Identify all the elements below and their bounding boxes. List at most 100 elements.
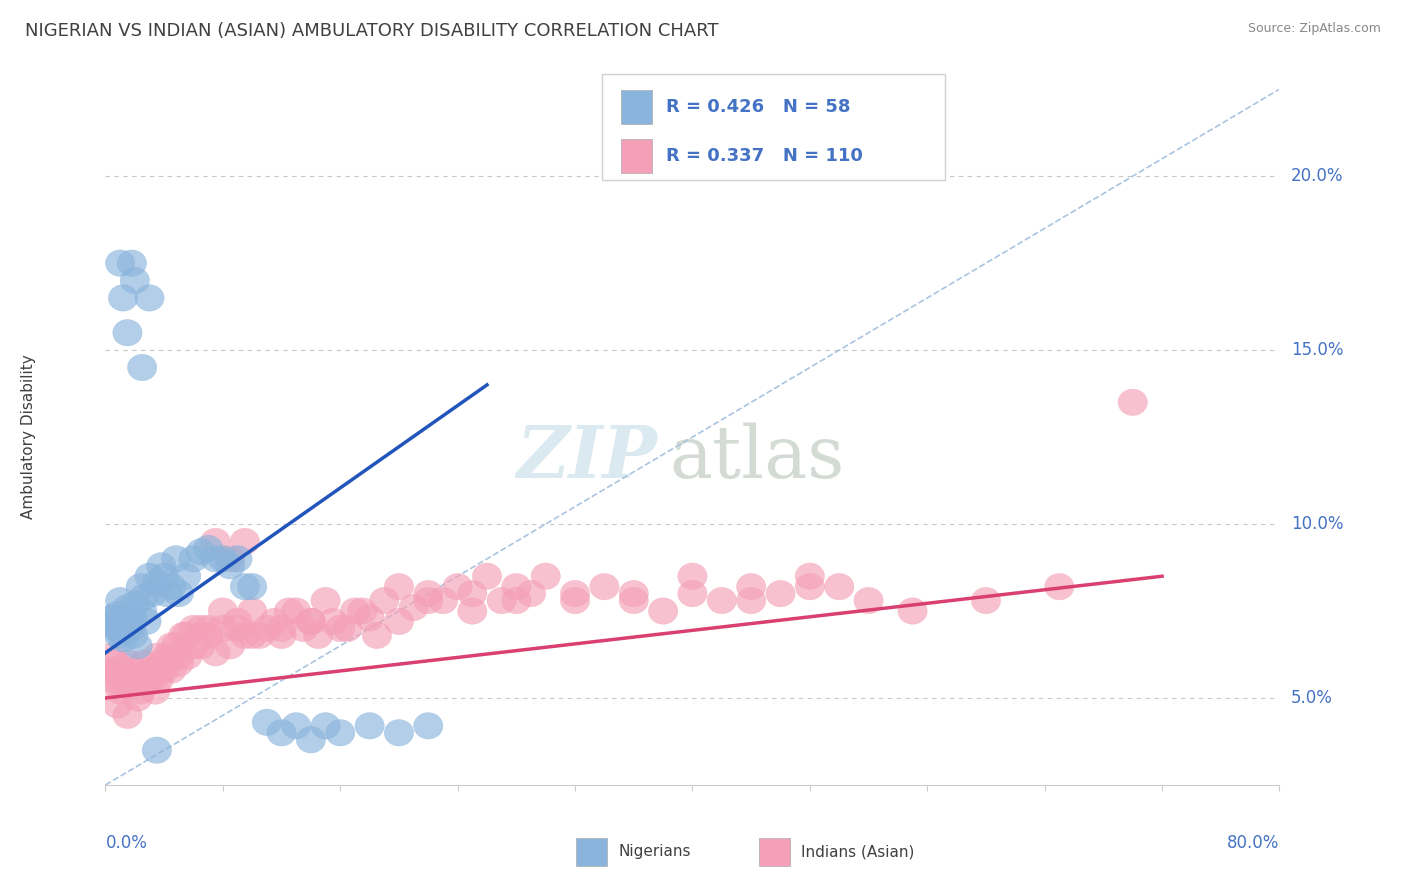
- Text: Nigerians: Nigerians: [619, 845, 692, 859]
- Ellipse shape: [114, 608, 143, 635]
- Ellipse shape: [267, 622, 297, 648]
- Ellipse shape: [162, 546, 191, 572]
- Ellipse shape: [165, 581, 194, 607]
- Ellipse shape: [304, 622, 333, 648]
- Ellipse shape: [281, 598, 311, 624]
- Ellipse shape: [108, 285, 138, 311]
- Ellipse shape: [443, 574, 472, 600]
- Ellipse shape: [413, 713, 443, 739]
- Ellipse shape: [297, 608, 326, 635]
- Ellipse shape: [413, 581, 443, 607]
- Ellipse shape: [111, 605, 141, 632]
- Ellipse shape: [103, 601, 132, 628]
- Ellipse shape: [129, 650, 159, 676]
- Ellipse shape: [208, 615, 238, 641]
- Ellipse shape: [737, 587, 766, 614]
- Ellipse shape: [112, 594, 142, 621]
- Ellipse shape: [201, 640, 231, 666]
- Ellipse shape: [267, 720, 297, 746]
- Ellipse shape: [149, 563, 179, 590]
- Ellipse shape: [186, 539, 215, 566]
- Ellipse shape: [104, 667, 134, 694]
- Ellipse shape: [737, 574, 766, 600]
- Ellipse shape: [707, 587, 737, 614]
- Ellipse shape: [561, 587, 589, 614]
- Text: 80.0%: 80.0%: [1227, 834, 1279, 852]
- Ellipse shape: [169, 622, 198, 648]
- Ellipse shape: [165, 643, 194, 670]
- Ellipse shape: [354, 713, 384, 739]
- Ellipse shape: [486, 587, 516, 614]
- Text: R = 0.337   N = 110: R = 0.337 N = 110: [666, 147, 863, 165]
- Ellipse shape: [111, 667, 141, 694]
- Ellipse shape: [297, 608, 326, 635]
- Ellipse shape: [101, 650, 131, 676]
- Ellipse shape: [972, 587, 1001, 614]
- Ellipse shape: [238, 598, 267, 624]
- Ellipse shape: [138, 581, 167, 607]
- Ellipse shape: [157, 574, 186, 600]
- Ellipse shape: [429, 587, 458, 614]
- Ellipse shape: [215, 552, 245, 579]
- Ellipse shape: [194, 622, 224, 648]
- Text: Source: ZipAtlas.com: Source: ZipAtlas.com: [1247, 22, 1381, 36]
- Ellipse shape: [107, 619, 136, 645]
- Ellipse shape: [135, 667, 165, 694]
- Ellipse shape: [112, 702, 142, 729]
- Ellipse shape: [853, 587, 883, 614]
- Ellipse shape: [124, 685, 152, 711]
- Ellipse shape: [112, 319, 142, 346]
- Ellipse shape: [619, 587, 648, 614]
- Ellipse shape: [105, 587, 135, 614]
- Ellipse shape: [152, 643, 181, 670]
- Ellipse shape: [141, 678, 170, 705]
- Ellipse shape: [1045, 574, 1074, 600]
- Ellipse shape: [127, 678, 155, 705]
- Ellipse shape: [146, 657, 176, 683]
- Ellipse shape: [561, 581, 589, 607]
- Ellipse shape: [384, 720, 413, 746]
- Ellipse shape: [222, 546, 252, 572]
- Ellipse shape: [267, 615, 297, 641]
- Ellipse shape: [108, 625, 138, 652]
- Ellipse shape: [172, 563, 201, 590]
- Text: 15.0%: 15.0%: [1291, 341, 1343, 359]
- Text: Indians (Asian): Indians (Asian): [801, 845, 915, 859]
- Ellipse shape: [104, 622, 134, 648]
- Ellipse shape: [117, 250, 146, 277]
- Ellipse shape: [135, 285, 165, 311]
- Ellipse shape: [118, 622, 148, 648]
- Ellipse shape: [194, 615, 224, 641]
- Ellipse shape: [238, 574, 267, 600]
- Ellipse shape: [105, 678, 135, 705]
- Ellipse shape: [208, 546, 238, 572]
- Ellipse shape: [186, 632, 215, 659]
- Ellipse shape: [179, 546, 208, 572]
- Ellipse shape: [458, 581, 486, 607]
- Ellipse shape: [589, 574, 619, 600]
- Ellipse shape: [172, 622, 201, 648]
- Ellipse shape: [100, 612, 129, 638]
- Text: Ambulatory Disability: Ambulatory Disability: [21, 355, 35, 519]
- Text: 0.0%: 0.0%: [105, 834, 148, 852]
- Ellipse shape: [260, 608, 288, 635]
- Ellipse shape: [98, 657, 128, 683]
- Ellipse shape: [142, 570, 172, 597]
- Ellipse shape: [796, 574, 824, 600]
- Ellipse shape: [648, 598, 678, 624]
- Ellipse shape: [898, 598, 928, 624]
- Text: 5.0%: 5.0%: [1291, 689, 1333, 707]
- Text: 20.0%: 20.0%: [1291, 167, 1343, 186]
- Ellipse shape: [245, 622, 274, 648]
- Ellipse shape: [179, 615, 208, 641]
- Ellipse shape: [252, 615, 281, 641]
- Ellipse shape: [326, 615, 354, 641]
- Ellipse shape: [281, 713, 311, 739]
- Ellipse shape: [101, 615, 131, 641]
- Ellipse shape: [201, 546, 231, 572]
- Ellipse shape: [149, 657, 179, 683]
- Ellipse shape: [149, 650, 179, 676]
- Ellipse shape: [274, 598, 304, 624]
- Ellipse shape: [326, 720, 354, 746]
- Ellipse shape: [288, 615, 318, 641]
